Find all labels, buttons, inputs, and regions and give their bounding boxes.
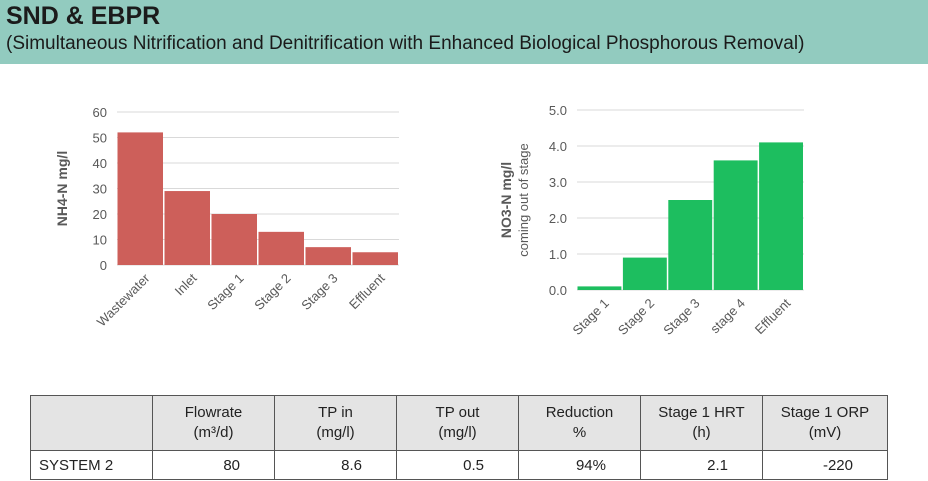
nh4-ytick-label: 10 [93, 233, 107, 248]
no3-ylabel: NO3-N mg/l [498, 162, 514, 238]
nh4-ytick-label: 20 [93, 207, 107, 222]
table-header-tp-out: TP out (mg/l) [396, 395, 519, 451]
nh4-bar [258, 231, 304, 265]
no3-category-label: Stage 2 [615, 296, 657, 338]
table-cell-system: SYSTEM 2 [30, 450, 153, 480]
nh4-bar [117, 132, 163, 265]
table-header-cell-blank [30, 395, 153, 451]
nh4-ylabel: NH4-N mg/l [54, 151, 70, 226]
no3-category-label: Stage 1 [570, 296, 612, 338]
table-cell-orp: -220 [762, 450, 888, 480]
no3-bar [759, 142, 803, 290]
no3-category-label: Effluent [752, 295, 794, 337]
table-cell-flowrate: 80 [152, 450, 275, 480]
nh4-category-label: Inlet [172, 270, 200, 298]
no3-category-label: Stage 3 [660, 296, 702, 338]
nh4-bar [211, 214, 257, 265]
nh4-bar [305, 247, 351, 265]
no3-bar [577, 286, 622, 290]
no3-ytick-label: 1.0 [549, 247, 567, 262]
no3-bar [713, 160, 758, 290]
no3-bar [622, 257, 667, 290]
nh4-ytick-label: 0 [100, 258, 107, 273]
nh4-category-label: Stage 2 [251, 271, 293, 313]
nh4-ytick-label: 60 [93, 105, 107, 120]
page-subtitle: (Simultaneous Nitrification and Denitrif… [6, 33, 805, 54]
table-cell-tp-out: 0.5 [396, 450, 519, 480]
no3-category-label: stage 4 [707, 296, 748, 337]
table-header-orp: Stage 1 ORP (mV) [762, 395, 888, 451]
nh4-ytick-label: 30 [93, 182, 107, 197]
nh4-bar [352, 252, 398, 265]
table-header-hrt: Stage 1 HRT (h) [640, 395, 763, 451]
header-banner: SND & EBPR (Simultaneous Nitrification a… [0, 0, 928, 64]
nh4-ytick-label: 50 [93, 131, 107, 146]
no3-ytick-label: 2.0 [549, 211, 567, 226]
no3-ytick-label: 4.0 [549, 139, 567, 154]
table-cell-hrt: 2.1 [640, 450, 763, 480]
results-table: Flowrate (m³/d) TP in (mg/l) TP out (mg/l) … [30, 395, 888, 480]
no3-ytick-label: 3.0 [549, 175, 567, 190]
table-cell-reduction: 94% [518, 450, 641, 480]
table-row: SYSTEM 2 80 8.6 0.5 94% 2.1 -220 [30, 450, 888, 480]
nh4-bar [164, 191, 210, 265]
table-cell-tp-in: 8.6 [274, 450, 397, 480]
nh4-category-label: Stage 3 [298, 271, 340, 313]
no3-ytick-label: 5.0 [549, 103, 567, 118]
table-header-tp-in: TP in (mg/l) [274, 395, 397, 451]
page-title: SND & EBPR [6, 2, 161, 30]
no3-bar [668, 200, 713, 290]
no3-ylabel-secondary: coming out of stage [516, 143, 531, 256]
no3-ytick-label: 0.0 [549, 283, 567, 298]
nh4-category-label: Stage 1 [204, 271, 246, 313]
table-header-flowrate: Flowrate (m³/d) [152, 395, 275, 451]
table-header-reduction: Reduction% [518, 395, 641, 451]
nh4-ytick-label: 40 [93, 156, 107, 171]
table-header-row: Flowrate (m³/d) TP in (mg/l) TP out (mg/l) … [30, 395, 888, 451]
nh4-category-label: Effluent [346, 270, 388, 312]
nh4-category-label: Wastewater [94, 270, 153, 329]
